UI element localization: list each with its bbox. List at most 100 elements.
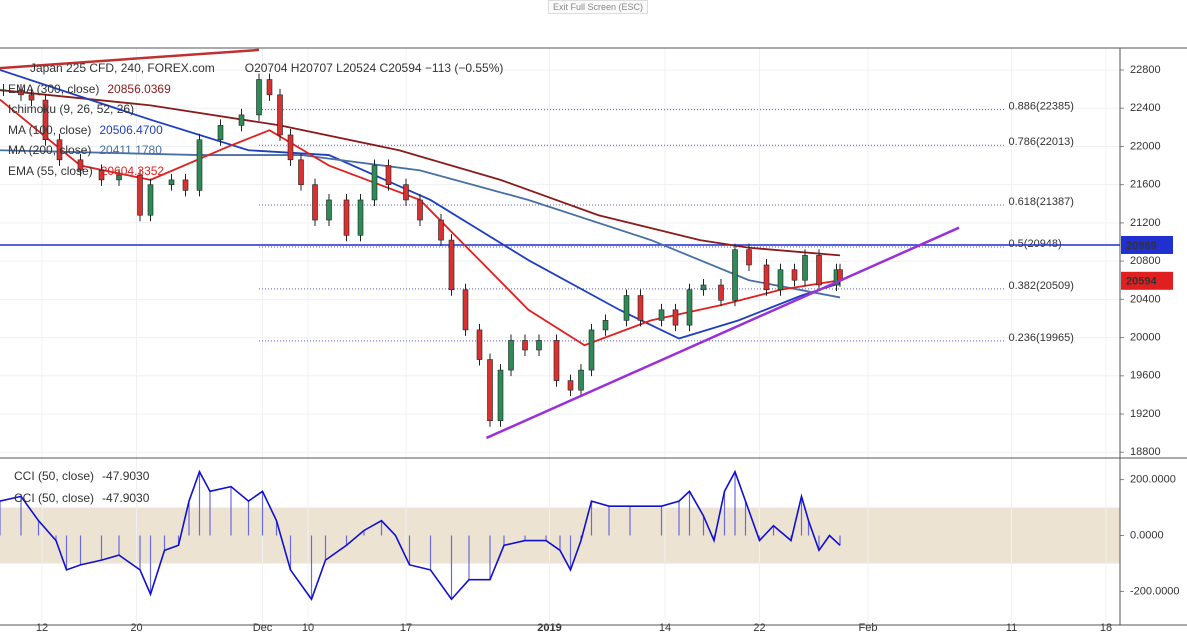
candle <box>217 125 224 141</box>
candle <box>357 199 364 236</box>
price-tag-label: 20969 <box>1126 240 1157 252</box>
y-tick-label: 22000 <box>1130 140 1161 152</box>
candle <box>417 199 423 221</box>
x-tick-label: 2019 <box>537 622 561 634</box>
candle <box>116 174 122 181</box>
legend-row: EMA (55, close) 20604.3352 <box>8 161 503 182</box>
trendline <box>485 226 960 440</box>
y-tick-label: 20000 <box>1130 331 1161 343</box>
x-tick-label: Dec <box>253 622 273 634</box>
x-tick-label: 10 <box>302 622 314 634</box>
candle <box>343 199 350 236</box>
candle <box>147 184 154 216</box>
candle <box>448 239 455 291</box>
x-tick-label: 12 <box>36 622 48 634</box>
y-tick-label: 19600 <box>1130 370 1161 382</box>
legend-value: 20604.3352 <box>100 163 165 178</box>
legend-label: CCI (50, close) <box>14 491 95 505</box>
candle <box>168 179 175 185</box>
candle <box>567 380 574 391</box>
candle <box>326 199 332 221</box>
cci-band <box>0 507 1120 564</box>
x-tick-label: 20 <box>130 622 142 634</box>
indicator-line <box>0 98 841 347</box>
candle <box>816 255 822 286</box>
candle <box>802 255 808 281</box>
y-tick-label: 19200 <box>1130 408 1161 420</box>
candle <box>56 139 63 161</box>
legend-value: 20411.1780 <box>99 143 162 157</box>
legend-header: Japan 225 CFD, 240, FOREX.com O20704 H207… <box>8 58 503 79</box>
candle <box>238 114 245 126</box>
legend-value: -47.9030 <box>102 469 150 483</box>
symbol: Japan 225 CFD, 240, FOREX.com <box>30 61 215 75</box>
candle <box>137 174 143 216</box>
legend: Japan 225 CFD, 240, FOREX.com O20704 H207… <box>8 58 503 181</box>
candle <box>602 320 609 331</box>
candle <box>298 159 304 185</box>
candle <box>497 369 504 422</box>
indicator-line <box>0 89 841 257</box>
candle <box>77 159 84 171</box>
candle <box>28 94 35 101</box>
candle <box>746 249 752 266</box>
fib-label: 0.886(22385) <box>1009 101 1074 113</box>
candle <box>277 94 283 136</box>
candle <box>0 89 7 92</box>
y-tick-label: 20400 <box>1130 293 1161 305</box>
legend-label: Ichimoku (9, 26, 52, 26) <box>8 102 135 116</box>
x-tick-label: 17 <box>400 622 412 634</box>
candle <box>791 269 798 281</box>
exit-fullscreen[interactable]: Exit Full Screen (ESC) <box>548 0 649 14</box>
candle <box>476 329 483 360</box>
y-tick-label: 22400 <box>1130 102 1161 114</box>
price-tag <box>1121 271 1173 290</box>
candle <box>403 184 409 201</box>
candle <box>686 289 693 326</box>
price-tag <box>1121 235 1173 254</box>
candle <box>536 340 542 351</box>
price-tag-label: 20594 <box>1126 276 1157 288</box>
indicator-line <box>0 69 841 340</box>
y-tick-label: 22800 <box>1130 64 1161 76</box>
legend-row: CCI (50, close) -47.9030 <box>14 465 149 487</box>
y-tick-label: 20800 <box>1130 255 1161 267</box>
candle <box>266 79 273 96</box>
legend-row: Ichimoku (9, 26, 52, 26) <box>8 99 503 120</box>
y-tick-label: 21600 <box>1130 179 1161 191</box>
candle <box>578 369 584 391</box>
x-tick-label: 14 <box>659 622 671 634</box>
candle <box>98 170 105 181</box>
y-tick-label: 21200 <box>1130 217 1161 229</box>
candle <box>462 289 469 331</box>
candle <box>312 184 318 221</box>
x-tick-label: 11 <box>1006 622 1017 634</box>
legend-label: MA (200, close) <box>8 143 92 157</box>
fib-label: 0.382(20509) <box>1009 280 1074 292</box>
cci-legend: CCI (50, close) -47.9030 CCI (50, close) -… <box>14 465 149 509</box>
fib-label: 0.5(20948) <box>1009 238 1062 250</box>
candle <box>371 165 378 201</box>
candle <box>700 284 707 291</box>
candle <box>385 165 392 185</box>
candle <box>438 219 444 241</box>
candle <box>658 309 665 321</box>
legend-row: MA (200, close) 20411.1780 <box>8 140 503 161</box>
candle <box>182 179 189 191</box>
legend-value: 20856.0369 <box>107 81 171 96</box>
y-tick-label: 18800 <box>1130 446 1161 458</box>
legend-row: MA (100, close) 20506.4700 <box>8 120 503 141</box>
candle <box>553 340 560 381</box>
ohlc: O20704 H20707 L20524 C20594 −113 (−0.55%… <box>244 61 504 75</box>
candle <box>718 284 724 301</box>
x-tick-label: Feb <box>859 622 878 634</box>
legend-label: EMA (300, close) <box>8 81 100 96</box>
candle <box>763 264 770 291</box>
legend-row: EMA (300, close) 20856.0369 <box>8 79 503 100</box>
x-tick-label: 18 <box>1100 622 1112 634</box>
candle <box>18 89 24 96</box>
legend-row: CCI (50, close) -47.9030 <box>14 487 149 509</box>
fib-label: 0.786(22013) <box>1009 136 1074 148</box>
legend-value: -47.9030 <box>102 491 150 505</box>
